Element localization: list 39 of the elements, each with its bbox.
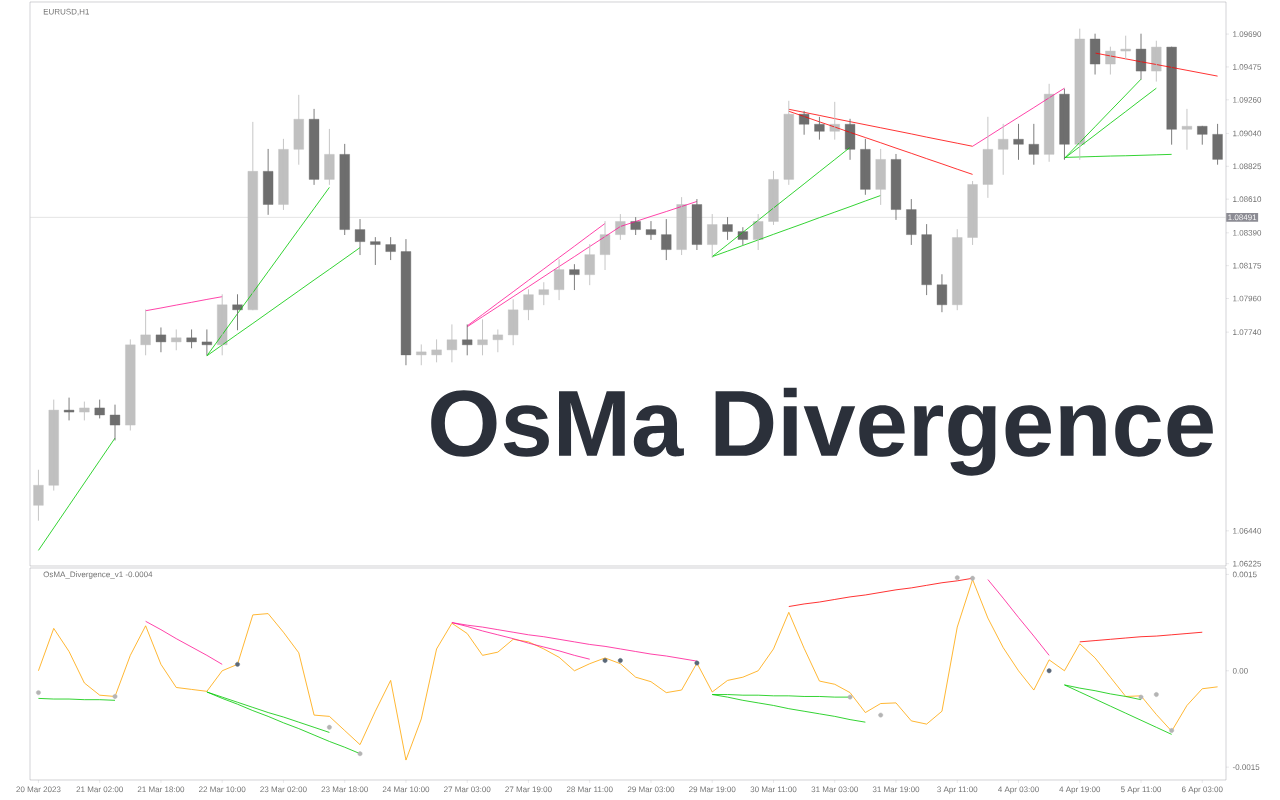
y-tick-label: -0.0015 <box>1232 764 1260 770</box>
x-tick-label: 31 Mar 19:00 <box>872 786 920 793</box>
x-tick-label: 5 Apr 11:00 <box>1120 786 1162 794</box>
ref-line-label: 1.08491 <box>1228 214 1257 221</box>
x-tick-label: 21 Mar 02:00 <box>76 786 123 793</box>
x-tick-label: 28 Mar 11:00 <box>566 786 613 793</box>
y-tick-label: 1.06440 <box>1233 528 1262 534</box>
y-tick-label: 1.07960 <box>1233 295 1262 302</box>
x-tick-label: 24 Mar 10:00 <box>382 786 430 793</box>
chart-title: OsMA_Divergence_v1 -0.0004 <box>43 571 153 579</box>
y-tick-label: 1.08610 <box>1233 196 1262 202</box>
x-tick-label: 21 Mar 18:00 <box>137 786 185 793</box>
y-tick-label: 1.09475 <box>1233 64 1262 70</box>
y-tick-label: 1.09690 <box>1233 31 1262 37</box>
x-tick-label: 6 Apr 03:00 <box>1182 786 1223 794</box>
x-tick-label: 29 Mar 03:00 <box>627 786 675 793</box>
x-tick-label: 22 Mar 10:00 <box>199 786 246 793</box>
x-tick-label: 4 Apr 03:00 <box>998 786 1039 794</box>
y-tick-label: 1.08390 <box>1233 229 1262 236</box>
x-tick-label: 27 Mar 19:00 <box>505 786 552 793</box>
x-tick-label: 29 Mar 19:00 <box>689 786 736 793</box>
y-tick-label: 1.06225 <box>1233 560 1262 567</box>
y-tick-label: 1.09040 <box>1233 130 1262 137</box>
text: OsMa Divergence <box>431 387 1213 476</box>
y-tick-label: 1.09260 <box>1233 96 1262 103</box>
annotation: EURUSD,H1 <box>43 8 89 16</box>
x-tick-label: 3 Apr 11:00 <box>937 786 978 794</box>
x-tick-label: 30 Mar 11:00 <box>750 786 797 793</box>
y-tick-label: 1.07740 <box>1233 329 1262 335</box>
y-tick-label: 1.08825 <box>1233 163 1262 170</box>
x-tick-label: 23 Mar 18:00 <box>321 786 368 793</box>
x-tick-label: 31 Mar 03:00 <box>811 786 858 793</box>
y-tick-label: 0.0015 <box>1232 571 1257 578</box>
x-tick-label: 20 Mar 2023 <box>16 786 61 793</box>
y-tick-label: 0.00 <box>1232 667 1248 674</box>
x-tick-label: 4 Apr 19:00 <box>1059 786 1101 794</box>
x-tick-label: 23 Mar 02:00 <box>260 786 307 793</box>
y-tick-label: 1.08175 <box>1233 262 1262 269</box>
x-tick-label: 27 Mar 03:00 <box>444 786 491 793</box>
